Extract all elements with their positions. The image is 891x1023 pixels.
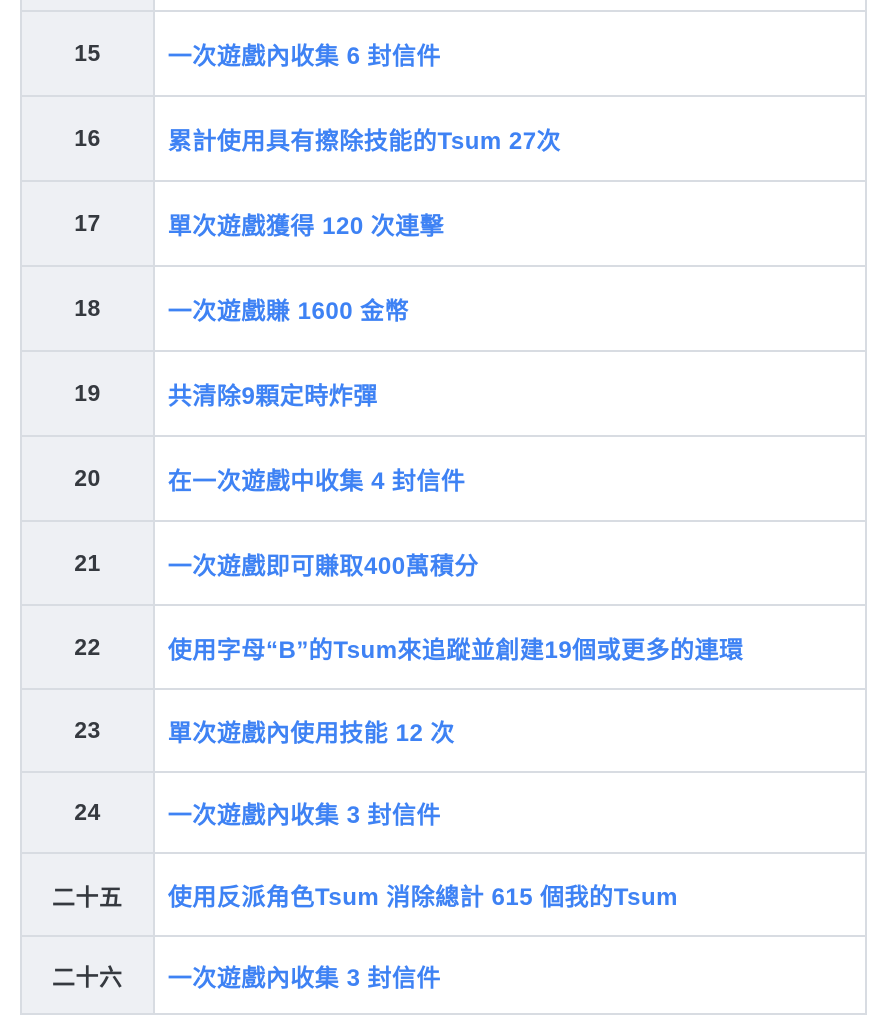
table-row: 18 一次遊戲賺 1600 金幣 xyxy=(20,265,867,352)
mission-link[interactable]: 單次遊戲獲得 120 次連擊 xyxy=(168,213,445,240)
mission-number-cell: 21 xyxy=(20,520,155,606)
mission-number-cell: 22 xyxy=(20,604,155,690)
mission-number: 20 xyxy=(74,465,101,491)
mission-number: 二十六 xyxy=(52,964,123,990)
mission-task-cell: 單次遊戲內使用技能 12 次 xyxy=(153,688,867,773)
mission-link[interactable]: 一次遊戲內收集 3 封信件 xyxy=(168,964,442,992)
mission-number-cell: 18 xyxy=(20,265,155,352)
mission-task-cell: 使用反派角色Tsum 消除總計 615 個我的Tsum xyxy=(153,852,867,937)
mission-number-cell: 二十五 xyxy=(20,852,155,937)
mission-number: 24 xyxy=(74,799,101,825)
mission-number-cell: 19 xyxy=(20,350,155,437)
mission-number-cell: 16 xyxy=(20,95,155,182)
mission-link[interactable]: 一次遊戲賺 1600 金幣 xyxy=(168,298,410,325)
mission-number-cell: 二十六 xyxy=(20,935,155,1015)
table-row: 21 一次遊戲即可賺取400萬積分 xyxy=(20,520,867,606)
mission-link[interactable]: 一次遊戲即可賺取400萬積分 xyxy=(168,552,480,580)
mission-number: 16 xyxy=(74,125,101,151)
table-row: 15 一次遊戲內收集 6 封信件 xyxy=(20,10,867,97)
mission-number: 二十五 xyxy=(52,883,123,910)
table-row-partial xyxy=(20,0,867,12)
table-row: 17 單次遊戲獲得 120 次連擊 xyxy=(20,180,867,267)
mission-task-cell: 使用字母“B”的Tsum來追蹤並創建19個或更多的連環 xyxy=(153,604,867,690)
mission-link[interactable]: 使用反派角色Tsum 消除總計 615 個我的Tsum xyxy=(168,884,678,911)
mission-number: 15 xyxy=(74,40,101,66)
mission-task-cell: 一次遊戲賺 1600 金幣 xyxy=(153,265,867,352)
mission-link[interactable]: 使用字母“B”的Tsum來追蹤並創建19個或更多的連環 xyxy=(168,636,744,664)
table-row: 19 共清除9顆定時炸彈 xyxy=(20,350,867,437)
table-row: 24 一次遊戲內收集 3 封信件 xyxy=(20,771,867,854)
mission-link[interactable]: 在一次遊戲中收集 4 封信件 xyxy=(168,468,466,495)
mission-number: 19 xyxy=(74,380,101,406)
table-row: 22 使用字母“B”的Tsum來追蹤並創建19個或更多的連環 xyxy=(20,604,867,690)
mission-task-cell: 一次遊戲內收集 6 封信件 xyxy=(153,10,867,97)
mission-task-cell: 在一次遊戲中收集 4 封信件 xyxy=(153,435,867,522)
mission-task-cell: 一次遊戲內收集 3 封信件 xyxy=(153,935,867,1015)
mission-link[interactable]: 一次遊戲內收集 6 封信件 xyxy=(168,43,442,70)
mission-task-cell: 一次遊戲即可賺取400萬積分 xyxy=(153,520,867,606)
table-row: 16 累計使用具有擦除技能的Tsum 27次 xyxy=(20,95,867,182)
table-row: 20 在一次遊戲中收集 4 封信件 xyxy=(20,435,867,522)
mission-number-cell: 24 xyxy=(20,771,155,854)
mission-task-cell: 一次遊戲內收集 3 封信件 xyxy=(153,771,867,854)
mission-number: 22 xyxy=(74,633,101,660)
mission-task-cell: 累計使用具有擦除技能的Tsum 27次 xyxy=(153,95,867,182)
mission-number: 23 xyxy=(74,717,101,743)
table-row: 二十六 一次遊戲內收集 3 封信件 xyxy=(20,935,867,1015)
mission-link[interactable]: 單次遊戲內使用技能 12 次 xyxy=(168,720,456,747)
missions-table: 15 一次遊戲內收集 6 封信件 16 累計使用具有擦除技能的Tsum 27次 … xyxy=(20,0,867,1015)
mission-number-cell xyxy=(20,0,155,12)
mission-number-cell: 20 xyxy=(20,435,155,522)
mission-number-cell: 23 xyxy=(20,688,155,773)
mission-link[interactable]: 共清除9顆定時炸彈 xyxy=(168,383,378,410)
table-row: 二十五 使用反派角色Tsum 消除總計 615 個我的Tsum xyxy=(20,852,867,937)
table-row: 23 單次遊戲內使用技能 12 次 xyxy=(20,688,867,773)
mission-link[interactable]: 累計使用具有擦除技能的Tsum 27次 xyxy=(168,128,562,155)
mission-task-cell: 單次遊戲獲得 120 次連擊 xyxy=(153,180,867,267)
mission-number: 21 xyxy=(74,549,101,576)
mission-number-cell: 15 xyxy=(20,10,155,97)
mission-number: 17 xyxy=(74,210,101,236)
mission-task-cell: 共清除9顆定時炸彈 xyxy=(153,350,867,437)
mission-link[interactable]: 一次遊戲內收集 3 封信件 xyxy=(168,802,442,829)
mission-number-cell: 17 xyxy=(20,180,155,267)
mission-number: 18 xyxy=(74,295,101,321)
mission-task-cell xyxy=(153,0,867,12)
